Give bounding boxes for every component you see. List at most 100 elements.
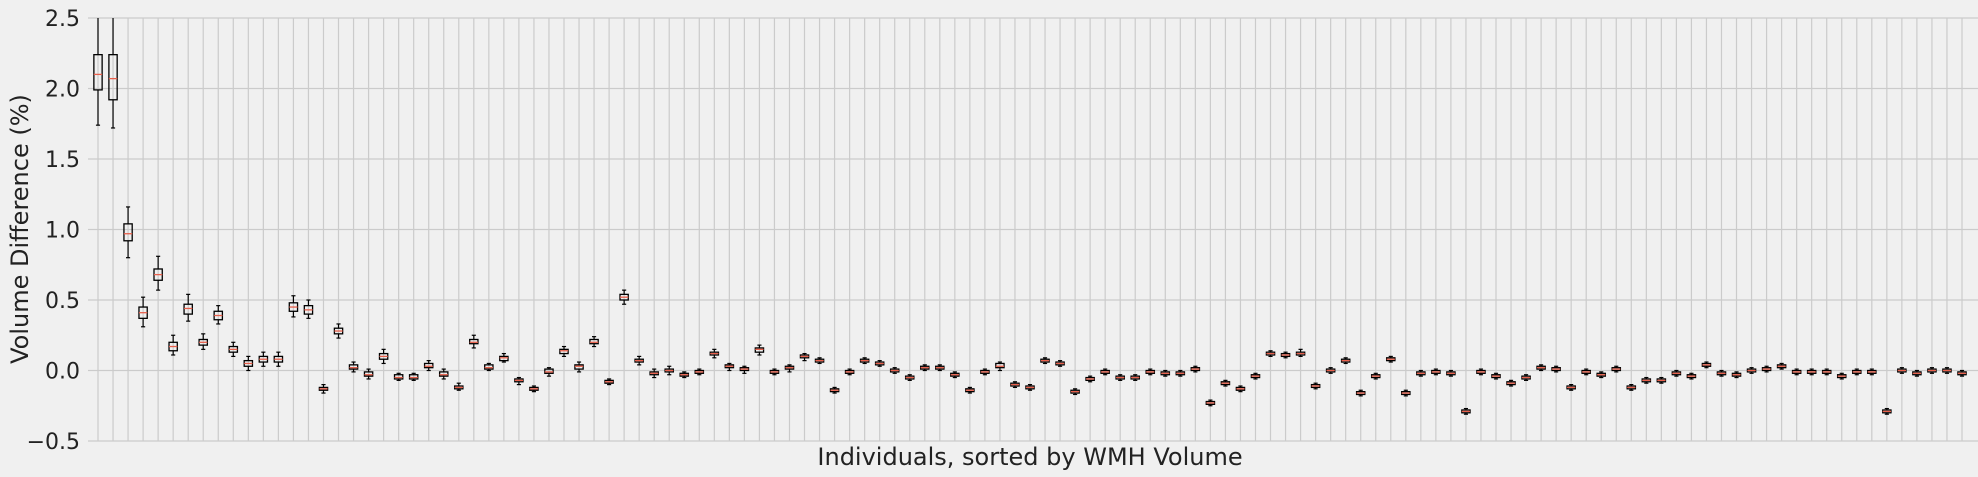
box-item	[453, 382, 464, 391]
box-item	[935, 364, 945, 372]
box-iqr	[93, 54, 103, 91]
box-iqr	[348, 364, 359, 370]
box-item	[1401, 389, 1411, 397]
box-item	[1446, 369, 1456, 377]
box-iqr	[363, 371, 374, 377]
y-tick-label: 1.0	[45, 219, 80, 244]
box-item	[123, 206, 133, 259]
box-item	[363, 368, 374, 380]
box-iqr	[995, 362, 1005, 369]
box-item	[469, 334, 479, 349]
box-item	[1280, 351, 1291, 359]
box-item	[499, 352, 509, 363]
x-axis-label: Individuals, sorted by WMH Volume	[817, 443, 1242, 471]
y-tick-label: 2.5	[45, 7, 80, 32]
box-item	[559, 345, 569, 357]
box-iqr	[123, 223, 133, 242]
box-item	[1370, 372, 1381, 380]
box-item	[1010, 381, 1020, 389]
box-item	[739, 365, 750, 374]
box-item	[1491, 372, 1501, 380]
box-item	[1085, 375, 1095, 383]
box-item	[1310, 382, 1321, 390]
box-item	[799, 352, 810, 362]
box-iqr	[754, 347, 765, 353]
box-item	[1461, 407, 1471, 415]
box-iqr	[574, 364, 584, 370]
box-item	[1040, 357, 1050, 365]
box-iqr	[438, 371, 449, 377]
box-item	[1265, 350, 1276, 357]
box-iqr	[423, 362, 434, 369]
box-item	[1385, 355, 1396, 363]
box-item	[1957, 369, 1967, 377]
box-item	[1821, 368, 1832, 376]
box-item	[1806, 368, 1817, 376]
box-item	[93, 18, 103, 126]
box-item	[108, 18, 118, 129]
box-item	[1145, 368, 1156, 376]
box-item	[333, 323, 344, 339]
box-item	[1942, 367, 1952, 374]
box-item	[228, 341, 239, 357]
box-iqr	[408, 374, 419, 380]
box-item	[243, 355, 254, 372]
box-item	[153, 255, 163, 291]
box-item	[1656, 376, 1667, 384]
box-iqr	[393, 374, 404, 380]
box-item	[1025, 384, 1035, 391]
box-item	[709, 348, 720, 359]
box-item	[438, 368, 449, 380]
box-item	[138, 296, 148, 328]
box-item	[649, 368, 659, 379]
box-item	[754, 344, 765, 356]
box-item	[589, 336, 599, 348]
box-item	[1731, 371, 1742, 379]
box-item	[619, 289, 629, 305]
box-item	[1867, 368, 1877, 376]
box-item	[874, 360, 885, 367]
box-item	[1536, 364, 1546, 372]
box-series	[93, 18, 1967, 415]
box-item	[980, 368, 990, 376]
box-item	[965, 386, 975, 394]
box-item	[950, 371, 960, 379]
box-item	[859, 357, 870, 365]
box-item	[258, 351, 269, 367]
box-item	[213, 305, 224, 325]
box-item	[1791, 368, 1802, 376]
box-item	[1250, 372, 1261, 380]
box-item	[1115, 374, 1125, 381]
box-item	[1912, 369, 1922, 377]
box-item	[1701, 361, 1712, 369]
box-item	[1581, 368, 1591, 376]
box-item	[1596, 371, 1607, 379]
box-item	[378, 348, 389, 365]
box-item	[544, 367, 554, 377]
box-item	[1431, 368, 1441, 376]
box-item	[273, 351, 284, 367]
box-item	[1205, 399, 1216, 407]
box-iqr	[559, 348, 569, 355]
box-iqr	[183, 303, 193, 315]
box-item	[1611, 365, 1622, 373]
box-item	[1070, 388, 1080, 396]
box-item	[1716, 369, 1727, 377]
box-item	[1671, 369, 1682, 377]
box-item	[1160, 369, 1171, 377]
y-axis-label: Volume Difference (%)	[6, 94, 34, 364]
box-item	[1927, 367, 1937, 374]
box-iqr	[108, 54, 118, 101]
box-item	[168, 334, 178, 356]
box-item	[1686, 372, 1697, 380]
box-item	[1851, 368, 1862, 376]
box-item	[769, 368, 780, 376]
box-item	[995, 361, 1005, 372]
grid-lines	[88, 17, 1978, 442]
box-item	[604, 378, 614, 386]
box-item	[198, 333, 209, 350]
box-item	[1340, 357, 1351, 365]
box-item	[1641, 376, 1652, 384]
box-iqr	[484, 364, 494, 370]
